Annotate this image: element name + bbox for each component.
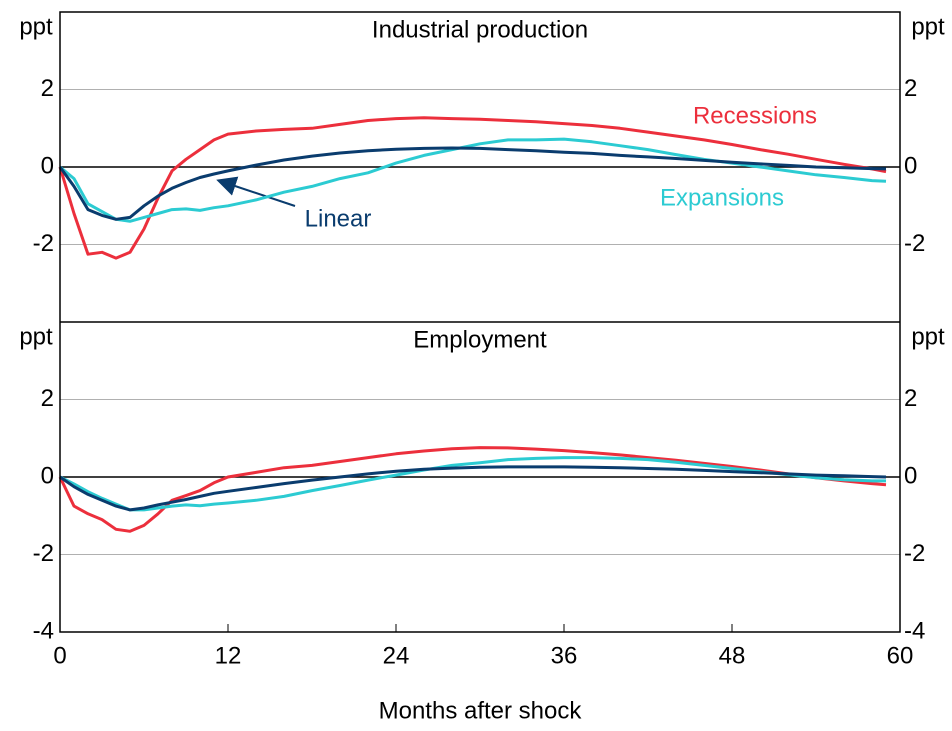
series-line bbox=[58, 146, 887, 221]
y-axis-label-right: ppt bbox=[911, 13, 945, 40]
y-tick-label-right: 2 bbox=[904, 385, 917, 412]
x-tick-label: 36 bbox=[551, 642, 578, 669]
y-tick-label: 2 bbox=[41, 75, 54, 102]
x-tick-label: 0 bbox=[53, 642, 66, 669]
y-tick-label-right: -4 bbox=[904, 617, 925, 644]
y-tick-label: -2 bbox=[33, 230, 54, 257]
y-tick-label: 2 bbox=[41, 385, 54, 412]
x-axis-label: Months after shock bbox=[379, 697, 583, 724]
panel-title: Employment bbox=[413, 326, 547, 353]
x-tick-label: 24 bbox=[383, 642, 410, 669]
y-tick-label-right: -2 bbox=[904, 540, 925, 567]
series-line bbox=[59, 465, 887, 512]
series-label: Recessions bbox=[693, 102, 817, 129]
x-tick-label: 48 bbox=[719, 642, 746, 669]
y-tick-label: 0 bbox=[41, 462, 54, 489]
y-axis-label-right: ppt bbox=[911, 323, 945, 350]
series-label: Linear bbox=[305, 205, 372, 232]
series-line bbox=[58, 446, 887, 533]
y-tick-label: 0 bbox=[41, 152, 54, 179]
y-tick-label: -4 bbox=[33, 617, 54, 644]
y-tick-label: -2 bbox=[33, 540, 54, 567]
series-line bbox=[58, 116, 887, 260]
panel-title: Industrial production bbox=[372, 16, 588, 43]
annotation-arrow bbox=[216, 176, 296, 207]
y-tick-label-right: 2 bbox=[904, 75, 917, 102]
x-tick-label: 12 bbox=[215, 642, 242, 669]
y-axis-label: ppt bbox=[19, 323, 53, 350]
y-tick-label-right: 0 bbox=[904, 152, 917, 179]
y-axis-label: ppt bbox=[19, 13, 53, 40]
y-tick-label-right: 0 bbox=[904, 462, 917, 489]
series-line bbox=[59, 456, 886, 512]
series-label: Expansions bbox=[660, 184, 784, 211]
y-tick-label-right: -2 bbox=[904, 230, 925, 257]
x-tick-label: 60 bbox=[887, 642, 914, 669]
